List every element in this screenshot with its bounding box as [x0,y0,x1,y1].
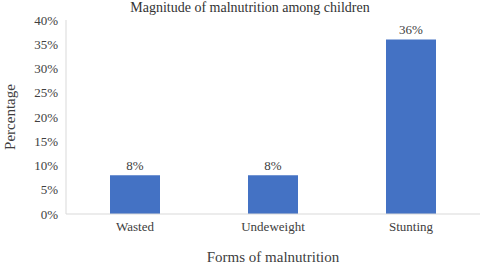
svg-text:20%: 20% [34,110,58,125]
svg-text:8%: 8% [264,158,282,173]
svg-text:Stunting: Stunting [389,219,434,234]
svg-text:35%: 35% [34,37,58,52]
svg-text:Wasted: Wasted [116,219,154,234]
svg-text:Forms of malnutrition: Forms of malnutrition [207,249,340,265]
svg-text:Undeweight: Undeweight [241,219,305,234]
svg-text:36%: 36% [399,22,423,37]
svg-text:0%: 0% [41,207,59,222]
svg-text:8%: 8% [126,158,144,173]
svg-text:5%: 5% [41,182,59,197]
svg-text:10%: 10% [34,158,58,173]
svg-text:15%: 15% [34,134,58,149]
svg-text:Percentage: Percentage [8,84,18,150]
svg-text:30%: 30% [34,61,58,76]
svg-text:25%: 25% [34,85,58,100]
html-text:Magnitude of malnutrition amon: Magnitude of malnutrition among children [130,0,370,15]
svg-text:40%: 40% [34,13,58,28]
